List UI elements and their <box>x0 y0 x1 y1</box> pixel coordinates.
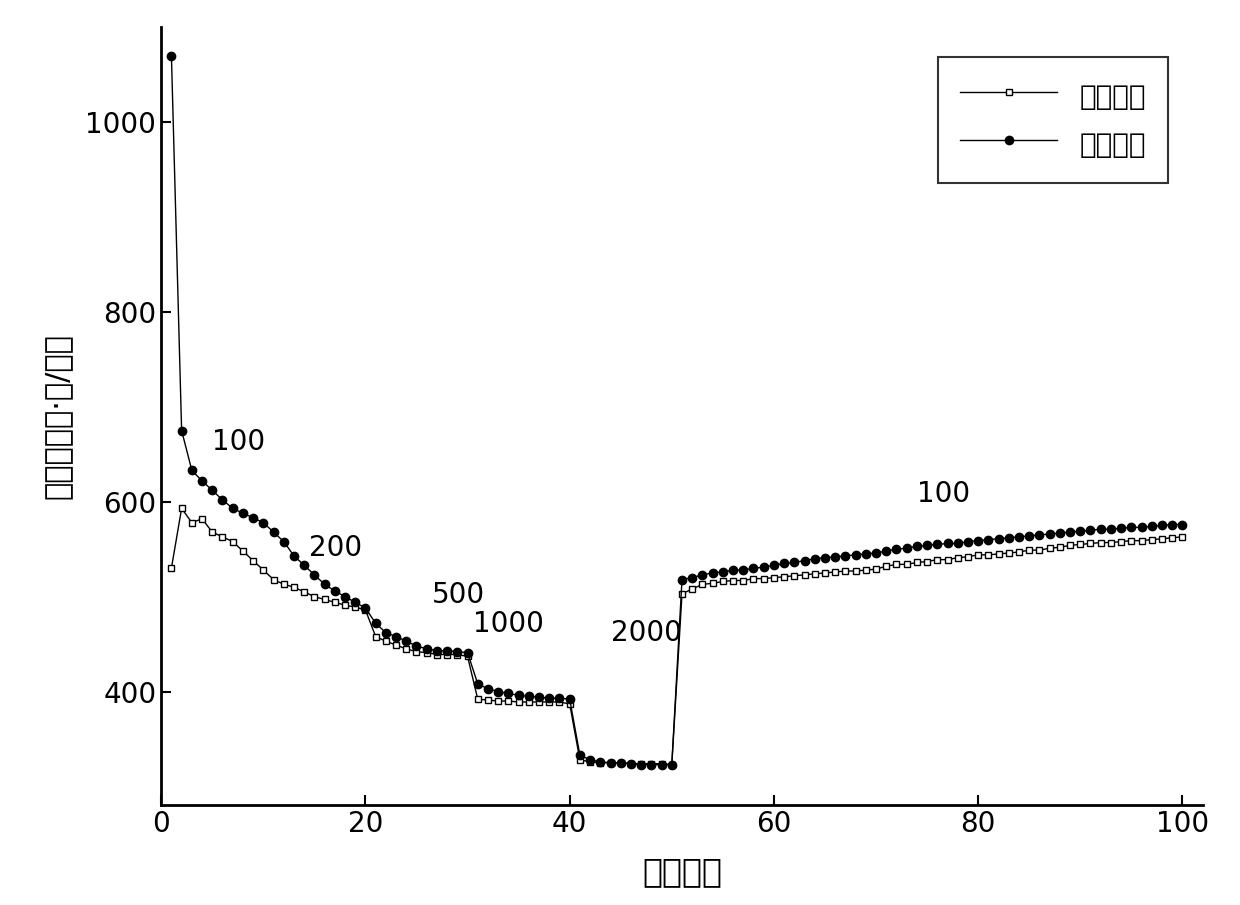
充电容量 <box>164 563 179 574</box>
放电容量 <box>164 50 179 61</box>
充电容量 <box>174 503 188 514</box>
Y-axis label: 容量（毫安·时/克）: 容量（毫安·时/克） <box>42 333 72 500</box>
放电容量 <box>1176 519 1190 530</box>
放电容量 <box>399 636 414 647</box>
充电容量 <box>1145 534 1159 545</box>
放电容量 <box>634 759 649 770</box>
充电容量 <box>1176 531 1190 542</box>
放电容量 <box>1104 524 1118 535</box>
充电容量 <box>368 631 383 642</box>
X-axis label: 循环次数: 循环次数 <box>642 855 722 888</box>
充电容量 <box>706 578 720 589</box>
Line: 充电容量: 充电容量 <box>167 505 1185 768</box>
Text: 2000: 2000 <box>610 619 682 647</box>
充电容量 <box>1114 536 1128 547</box>
Text: 1000: 1000 <box>472 610 543 638</box>
放电容量 <box>1135 522 1149 533</box>
Line: 放电容量: 放电容量 <box>167 52 1187 769</box>
充电容量 <box>665 759 680 770</box>
Text: 500: 500 <box>432 581 485 609</box>
放电容量 <box>694 569 709 580</box>
Text: 100: 100 <box>212 427 265 455</box>
Text: 100: 100 <box>916 480 970 508</box>
充电容量 <box>409 646 424 657</box>
放电容量 <box>776 558 791 569</box>
Text: 200: 200 <box>309 534 362 562</box>
Legend: 充电容量, 放电容量: 充电容量, 放电容量 <box>937 57 1168 183</box>
放电容量 <box>358 603 373 614</box>
充电容量 <box>787 570 802 581</box>
